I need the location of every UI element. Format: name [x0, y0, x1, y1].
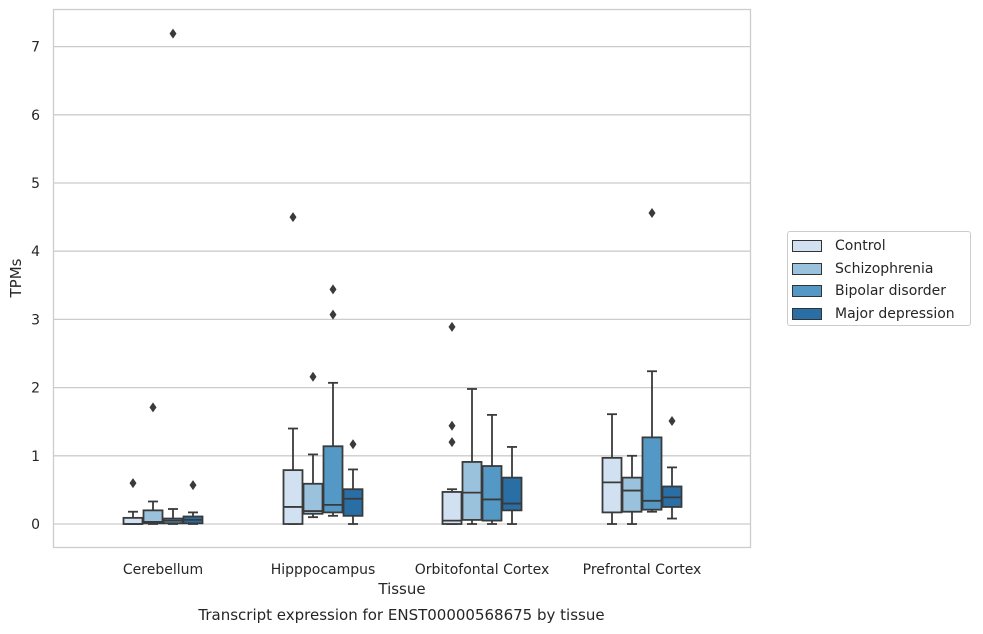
legend-item: Control	[792, 235, 970, 258]
box-body	[461, 461, 483, 521]
box-body	[481, 465, 503, 522]
outlier-point	[329, 309, 337, 320]
legend-swatch	[792, 262, 822, 275]
box-schizophrenia	[302, 371, 324, 519]
box-bipolar-disorder	[641, 208, 663, 513]
outlier-point	[289, 212, 297, 223]
outlier-point	[189, 480, 197, 491]
box-schizophrenia	[461, 388, 483, 525]
y-tick-label: 5	[31, 176, 40, 192]
outlier-point	[329, 284, 337, 295]
outlier-point	[149, 402, 157, 413]
plot-frame	[52, 8, 752, 549]
y-tick-labels: 0 1 2 3 4 5 6 7	[31, 40, 40, 533]
y-tick-label: 4	[31, 244, 40, 260]
legend-swatch	[792, 307, 822, 320]
box-body	[641, 436, 663, 511]
box-control	[282, 212, 304, 525]
box-plot-boxes	[122, 28, 683, 525]
box-body	[282, 469, 304, 525]
outlier-point	[169, 28, 177, 39]
box-major-depression	[182, 480, 204, 525]
box-bipolar-disorder	[322, 284, 344, 517]
box-bipolar-disorder	[162, 28, 184, 525]
gridlines	[54, 45, 750, 525]
box-control	[122, 478, 144, 525]
y-tick-label: 2	[31, 381, 40, 397]
chart-caption: Transcript expression for ENST0000056867…	[198, 606, 605, 624]
x-tick-label: Prefrontal Cortex	[583, 562, 702, 578]
x-tick-label: Hipppocampus	[271, 562, 376, 578]
legend-item: Bipolar disorder	[792, 280, 970, 303]
x-tick-labels: Cerebellum Hipppocampus Orbitofontal Corte…	[123, 562, 701, 578]
box-body	[342, 488, 364, 517]
box-major-depression	[501, 446, 523, 525]
box-body	[122, 516, 144, 525]
box-control	[601, 413, 623, 525]
box-major-depression	[342, 439, 364, 525]
box-body	[302, 482, 324, 515]
legend: Control Schizophrenia Bipolar disorder Majo…	[787, 231, 971, 326]
legend-label: Control	[835, 238, 886, 255]
outlier-point	[448, 321, 456, 332]
y-tick-label: 6	[31, 108, 40, 124]
outlier-point	[448, 437, 456, 448]
outlier-point	[668, 416, 676, 427]
outlier-point	[129, 478, 137, 489]
box-control	[441, 321, 463, 525]
box-body	[601, 456, 623, 514]
outlier-point	[448, 420, 456, 431]
y-axis-label: TPMs	[7, 258, 25, 298]
y-tick-label: 0	[31, 517, 40, 533]
x-tick-label: Orbitofontal Cortex	[415, 562, 550, 578]
x-axis-label: Tissue	[377, 580, 425, 598]
box-body	[322, 445, 344, 514]
outlier-point	[349, 439, 357, 450]
box-schizophrenia	[142, 402, 164, 525]
box-body	[621, 476, 643, 513]
legend-swatch	[792, 240, 822, 253]
box-body	[441, 491, 463, 525]
x-tick-label: Cerebellum	[123, 562, 203, 578]
box-schizophrenia	[621, 454, 643, 525]
outlier-point	[309, 371, 317, 382]
box-major-depression	[661, 416, 683, 520]
y-tick-label: 1	[31, 449, 40, 465]
legend-label: Major depression	[835, 305, 955, 322]
y-tick-label: 3	[31, 312, 40, 328]
box-body	[142, 509, 164, 525]
outlier-point	[648, 208, 656, 219]
box-body	[501, 476, 523, 512]
legend-item: Major depression	[792, 303, 970, 326]
legend-label: Bipolar disorder	[835, 283, 947, 300]
y-tick-label: 7	[31, 40, 40, 56]
legend-item: Schizophrenia	[792, 258, 970, 281]
box-bipolar-disorder	[481, 413, 503, 525]
legend-label: Schizophrenia	[835, 260, 934, 277]
legend-swatch	[792, 285, 822, 298]
